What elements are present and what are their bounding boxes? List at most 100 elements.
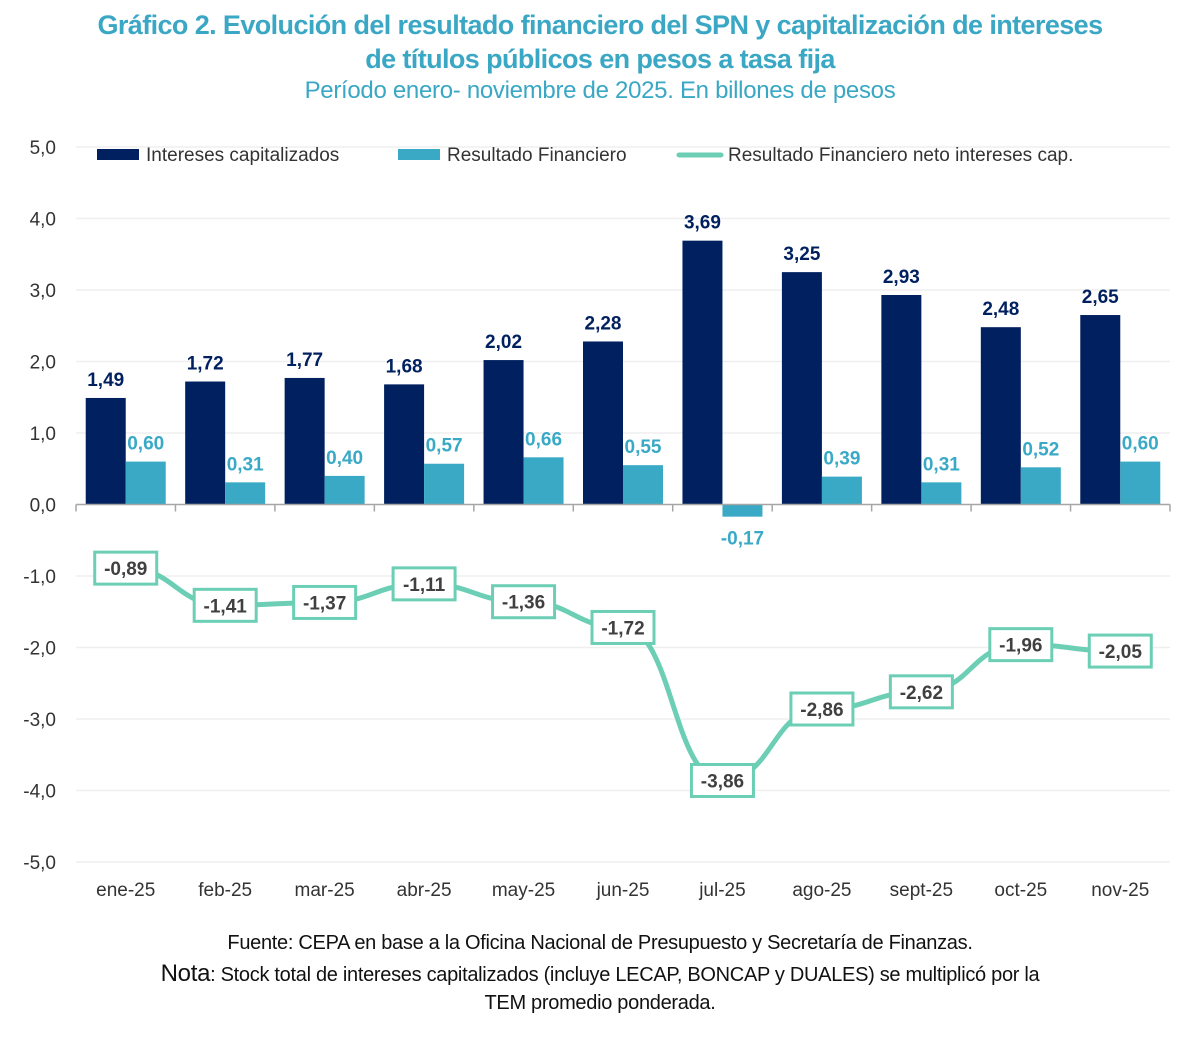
line-point-label: -1,11 xyxy=(403,575,446,596)
y-tick-label: 5,0 xyxy=(30,138,56,159)
x-tick-label: abr-25 xyxy=(397,880,452,901)
legend: Intereses capitalizados Resultado Financ… xyxy=(97,145,1073,166)
bar-label-resultado: 0,57 xyxy=(426,436,463,457)
chart-title-line-1: Gráfico 2. Evolución del resultado finan… xyxy=(97,10,1103,40)
bar-label-intereses: 2,02 xyxy=(485,332,522,353)
chart-subtitle: Período enero- noviembre de 2025. En bil… xyxy=(304,77,896,104)
line-point-label: -2,86 xyxy=(800,700,843,721)
bar-label-intereses: 1,77 xyxy=(286,350,323,371)
bar-label-resultado: 0,60 xyxy=(1122,434,1159,455)
x-tick-label: oct-25 xyxy=(994,880,1047,901)
y-tick-label: -2,0 xyxy=(23,639,56,660)
bar-label-resultado: -0,17 xyxy=(721,529,764,550)
bar-intereses xyxy=(384,384,425,505)
y-axis-ticks: 5,0 4,0 3,0 2,0 1,0 0,0 -1,0 -2,0 -3,0 -4,0 -5,0 xyxy=(23,138,56,874)
line-point-label-box xyxy=(888,674,954,710)
bar-label-intereses: 2,93 xyxy=(883,267,920,288)
y-tick-label: 0,0 xyxy=(30,496,56,517)
line-point-label-box xyxy=(192,587,258,623)
legend-swatch-resultado xyxy=(398,149,440,160)
bar-label-intereses: 2,28 xyxy=(585,313,622,334)
bar-intereses xyxy=(1080,315,1121,505)
net-result-line-path xyxy=(125,565,1121,783)
line-point-label: -1,96 xyxy=(999,636,1042,657)
line-point-label-box xyxy=(789,691,855,727)
bar-resultado xyxy=(921,482,962,505)
bar-label-intereses: 1,49 xyxy=(87,370,124,391)
line-point-label: -0,89 xyxy=(104,559,147,580)
line-point-label-box xyxy=(590,609,656,645)
bar-label-resultado: 0,55 xyxy=(625,437,662,458)
bar-resultado xyxy=(523,457,564,505)
line-point-label-box xyxy=(1087,633,1153,669)
bar-intereses xyxy=(980,327,1021,505)
chart-title-line-2: de títulos públicos en pesos a tasa fija xyxy=(365,44,835,74)
bar-resultado xyxy=(324,475,365,505)
x-tick-label: ene-25 xyxy=(96,880,155,901)
bar-resultado xyxy=(1120,461,1161,505)
line-point-label: -1,37 xyxy=(303,593,346,614)
bars xyxy=(85,240,1161,517)
line-point-label-box xyxy=(689,762,755,798)
note-label: Nota xyxy=(160,960,211,987)
y-tick-label: 3,0 xyxy=(30,281,56,302)
line-point-label-box xyxy=(391,566,457,602)
bar-label-resultado: 0,39 xyxy=(823,449,860,470)
bar-intereses xyxy=(583,341,623,505)
bar-intereses xyxy=(185,381,226,505)
y-tick-label: -5,0 xyxy=(23,853,56,874)
bar-data-labels: 1,49 0,60 1,72 0,31 1,77 0,40 1,68 0,57 2,02 0,66… xyxy=(87,213,1159,550)
legend-swatch-intereses xyxy=(97,149,139,160)
bar-label-intereses: 2,48 xyxy=(982,299,1019,320)
legend-label-intereses: Intereses capitalizados xyxy=(146,145,339,166)
net-result-line: -0,89 -1,41 -1,37 -1,11 -1,36 -1,72 -3,86 -2,86… xyxy=(93,550,1153,798)
line-point-label: -1,41 xyxy=(204,596,248,617)
bar-resultado xyxy=(424,463,465,505)
x-tick-label: jun-25 xyxy=(596,880,650,901)
bar-resultado xyxy=(623,465,663,505)
bar-label-resultado: 0,40 xyxy=(326,448,363,469)
y-tick-label: -3,0 xyxy=(23,710,56,731)
bar-resultado xyxy=(1020,467,1061,505)
line-point-label: -1,36 xyxy=(502,593,545,614)
y-tick-label: 2,0 xyxy=(30,353,56,374)
x-axis-labels: ene-25 feb-25 mar-25 abr-25 may-25 jun-25 jul-… xyxy=(96,880,1149,901)
bar-intereses xyxy=(881,295,922,505)
line-point-label-box xyxy=(491,584,557,620)
bar-intereses xyxy=(483,360,524,505)
x-tick-label: nov-25 xyxy=(1091,880,1149,901)
bar-label-resultado: 0,66 xyxy=(525,429,562,450)
bar-label-resultado: 0,60 xyxy=(127,434,164,455)
source-note: Fuente: CEPA en base a la Oficina Nacion… xyxy=(227,932,973,954)
line-point-label: -1,72 xyxy=(601,618,644,639)
bar-label-intereses: 3,25 xyxy=(783,244,820,265)
bar-resultado xyxy=(821,476,862,505)
note-line-1: Nota: Stock total de intereses capitaliz… xyxy=(0,960,1200,988)
bar-label-resultado: 0,31 xyxy=(227,454,264,475)
line-point-label-box xyxy=(93,550,159,586)
x-tick-label: may-25 xyxy=(492,880,555,901)
bar-intereses xyxy=(284,377,325,505)
line-point-label: -3,86 xyxy=(701,771,744,792)
x-tick-label: sept-25 xyxy=(890,880,953,901)
bar-label-resultado: 0,52 xyxy=(1022,439,1059,460)
bar-label-intereses: 1,72 xyxy=(187,354,224,375)
bar-intereses xyxy=(781,272,822,505)
bar-label-intereses: 3,69 xyxy=(684,213,721,234)
y-tick-label: 1,0 xyxy=(30,424,56,445)
x-axis xyxy=(75,503,1171,512)
bar-resultado xyxy=(225,482,266,505)
bar-intereses xyxy=(85,397,126,505)
bar-label-resultado: 0,31 xyxy=(923,454,960,475)
y-tick-label: -1,0 xyxy=(23,567,56,588)
line-point-label: -2,05 xyxy=(1099,642,1143,663)
note-line-2: TEM promedio ponderada. xyxy=(484,992,716,1014)
bar-label-intereses: 2,65 xyxy=(1082,287,1119,308)
y-tick-label: 4,0 xyxy=(30,210,56,231)
bar-label-intereses: 1,68 xyxy=(386,356,423,377)
x-tick-label: jul-25 xyxy=(698,880,745,901)
x-tick-label: mar-25 xyxy=(295,880,355,901)
x-tick-label: ago-25 xyxy=(792,880,851,901)
line-point-label-box xyxy=(292,584,358,620)
